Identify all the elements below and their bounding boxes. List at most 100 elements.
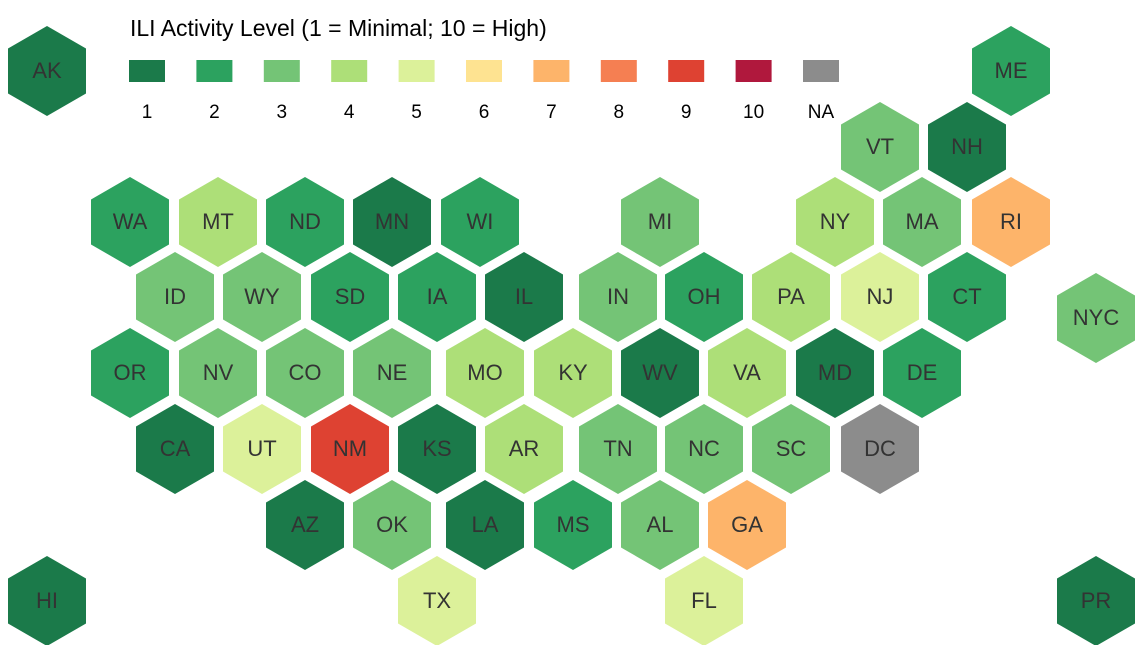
legend-swatch	[263, 60, 300, 82]
state-label: KS	[422, 436, 451, 461]
state-hex	[841, 102, 919, 192]
state-hex	[266, 328, 344, 418]
state-label: MS	[557, 512, 590, 537]
state-hex	[311, 404, 389, 494]
state-label: AZ	[291, 512, 319, 537]
state-hex	[534, 328, 612, 418]
state-label: FL	[691, 588, 717, 613]
state-label: NH	[951, 134, 983, 159]
state-label: NY	[820, 209, 851, 234]
state-label: ND	[289, 209, 321, 234]
state-label: NYC	[1073, 305, 1120, 330]
state-label: VT	[866, 134, 894, 159]
state-label: IN	[607, 284, 629, 309]
state-hex	[485, 252, 563, 342]
state-label: OR	[114, 360, 147, 385]
state-label: NV	[203, 360, 234, 385]
state-label: AK	[32, 58, 62, 83]
state-label: CO	[289, 360, 322, 385]
legend-swatch	[668, 60, 705, 82]
legend-label: 8	[614, 102, 625, 123]
state-hex	[579, 404, 657, 494]
state-hex	[883, 177, 961, 267]
state-label: CA	[160, 436, 191, 461]
state-hex	[398, 252, 476, 342]
state-label: SD	[335, 284, 366, 309]
state-hex	[398, 404, 476, 494]
state-hex	[928, 252, 1006, 342]
state-label: KY	[558, 360, 588, 385]
state-hex	[621, 328, 699, 418]
state-hex	[665, 252, 743, 342]
state-hex	[136, 252, 214, 342]
state-hex	[1057, 273, 1135, 363]
state-hex	[665, 556, 743, 646]
state-hex	[398, 556, 476, 646]
legend-label: 3	[277, 102, 288, 123]
state-label: WI	[467, 209, 494, 234]
legend-label: 2	[209, 102, 220, 123]
legend-label: 6	[479, 102, 490, 123]
state-label: TN	[603, 436, 632, 461]
state-hex	[579, 252, 657, 342]
state-hex	[972, 26, 1050, 116]
state-hex	[353, 177, 431, 267]
state-hex	[179, 177, 257, 267]
state-label: ID	[164, 284, 186, 309]
state-label: AL	[647, 512, 674, 537]
state-label: WV	[642, 360, 678, 385]
legend-label: 9	[681, 102, 692, 123]
state-hex	[353, 480, 431, 570]
state-label: MA	[906, 209, 939, 234]
state-hex	[883, 328, 961, 418]
state-label: TX	[423, 588, 451, 613]
state-hex	[446, 480, 524, 570]
state-hex	[928, 102, 1006, 192]
state-label: RI	[1000, 209, 1022, 234]
state-hex	[621, 177, 699, 267]
state-label: SC	[776, 436, 807, 461]
state-hex	[796, 328, 874, 418]
state-hex	[223, 252, 301, 342]
legend-label: NA	[808, 102, 835, 123]
state-hex	[91, 328, 169, 418]
state-label: MO	[467, 360, 502, 385]
state-hex	[223, 404, 301, 494]
state-hex	[752, 252, 830, 342]
legend-swatch	[331, 60, 368, 82]
state-hex	[8, 556, 86, 646]
legend-swatch	[533, 60, 570, 82]
legend-swatch	[398, 60, 435, 82]
state-label: WY	[244, 284, 280, 309]
state-hex	[708, 480, 786, 570]
state-hex	[441, 177, 519, 267]
state-label: MT	[202, 209, 234, 234]
state-hex	[266, 480, 344, 570]
state-hex	[8, 26, 86, 116]
state-label: DC	[864, 436, 896, 461]
state-label: MD	[818, 360, 852, 385]
state-hex	[1057, 556, 1135, 646]
state-label: NE	[377, 360, 408, 385]
state-hex	[796, 177, 874, 267]
state-label: IA	[427, 284, 448, 309]
state-label: GA	[731, 512, 763, 537]
legend-swatch	[803, 60, 839, 82]
state-hex	[665, 404, 743, 494]
legend-swatch	[600, 60, 637, 82]
state-hex	[841, 252, 919, 342]
state-hex	[311, 252, 389, 342]
state-label: LA	[472, 512, 499, 537]
state-label: MN	[375, 209, 409, 234]
state-label: IL	[515, 284, 533, 309]
state-label: AR	[509, 436, 540, 461]
legend-label: 7	[546, 102, 557, 123]
state-hex	[972, 177, 1050, 267]
state-hex	[708, 328, 786, 418]
legend-swatch	[735, 60, 772, 82]
state-hex	[752, 404, 830, 494]
legend-title: ILI Activity Level (1 = Minimal; 10 = Hi…	[130, 15, 547, 41]
state-label: WA	[113, 209, 148, 234]
state-hex	[534, 480, 612, 570]
